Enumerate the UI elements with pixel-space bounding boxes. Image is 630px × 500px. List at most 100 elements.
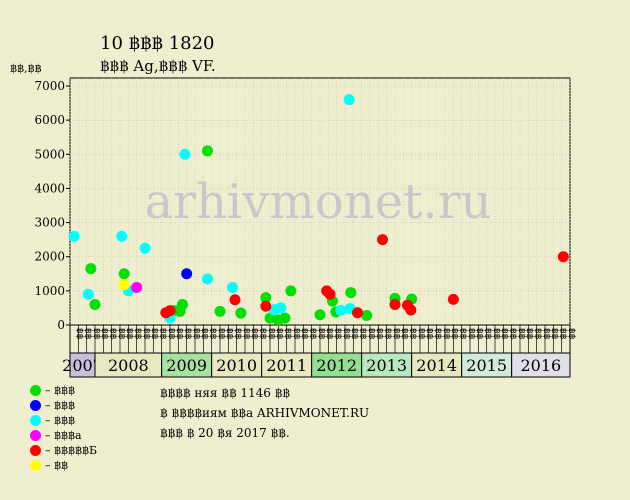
legend-swatch bbox=[30, 415, 41, 426]
month-label: ฿฿ bbox=[508, 328, 518, 340]
legend-item: – ฿฿฿฿฿Б bbox=[30, 443, 97, 458]
note-line: ฿ ฿฿฿฿иям ฿฿а ARHIVMONET.RU bbox=[160, 406, 370, 420]
data-point bbox=[202, 273, 213, 285]
data-point bbox=[174, 305, 186, 317]
legend-label: – ฿฿฿ bbox=[45, 399, 75, 412]
data-point bbox=[260, 292, 272, 304]
year-label: 2012 bbox=[316, 356, 357, 375]
data-point bbox=[361, 309, 373, 321]
month-label: ฿฿ bbox=[108, 328, 118, 340]
month-label: ฿฿ bbox=[283, 328, 293, 340]
y-tick-label: 0 bbox=[57, 318, 65, 332]
month-label: ฿฿ bbox=[83, 328, 93, 340]
year-label: 2010 bbox=[216, 356, 257, 375]
legend-label: – ฿฿฿ bbox=[45, 414, 75, 427]
grid bbox=[69, 78, 571, 326]
month-label: ฿฿ bbox=[233, 328, 243, 340]
data-point bbox=[235, 307, 247, 319]
month-label: ฿฿ bbox=[258, 328, 268, 340]
legend-item: – ฿฿ bbox=[30, 458, 97, 473]
month-label: ฿฿ bbox=[449, 328, 459, 340]
month-label: ฿฿ bbox=[349, 328, 359, 340]
month-label: ฿฿ bbox=[333, 328, 343, 340]
y-tick-label: 2000 bbox=[34, 250, 65, 264]
month-label: ฿฿ bbox=[74, 328, 84, 340]
year-label: 2013 bbox=[366, 356, 407, 375]
month-label: ฿฿ bbox=[441, 328, 451, 340]
year-cell bbox=[94, 352, 163, 378]
legend: – ฿฿฿ – ฿฿฿ – ฿฿฿ – ฿฿฿а – ฿฿฿฿฿Б – ฿฿ bbox=[30, 383, 97, 473]
month-axis: ฿฿฿฿฿฿฿฿฿฿฿฿฿฿฿฿฿฿฿฿฿฿฿฿฿฿฿฿฿฿฿฿฿฿฿฿฿฿฿฿… bbox=[69, 324, 576, 354]
data-point bbox=[279, 312, 291, 324]
y-tick-label: 5000 bbox=[34, 147, 65, 161]
legend-swatch bbox=[30, 400, 41, 411]
data-point bbox=[275, 302, 287, 314]
data-point bbox=[335, 304, 347, 316]
year-cell bbox=[261, 352, 313, 378]
month-label: ฿฿ bbox=[516, 328, 526, 340]
month-label: ฿฿ bbox=[208, 328, 218, 340]
month-label: ฿฿ bbox=[541, 328, 551, 340]
month-label: ฿฿ bbox=[116, 328, 126, 340]
data-point bbox=[68, 230, 80, 242]
month-label: ฿฿ bbox=[391, 328, 401, 340]
chart-title: 10 ฿฿฿ 1820 bbox=[100, 33, 215, 54]
month-label: ฿฿ bbox=[124, 328, 134, 340]
month-label: ฿฿ bbox=[274, 328, 284, 340]
month-label: ฿฿ bbox=[399, 328, 409, 340]
year-cell bbox=[69, 352, 96, 378]
month-label: ฿฿ bbox=[291, 328, 301, 340]
month-label: ฿฿ bbox=[191, 328, 201, 340]
month-label: ฿฿ bbox=[366, 328, 376, 340]
month-label: ฿฿ bbox=[374, 328, 384, 340]
data-point bbox=[285, 285, 297, 297]
data-point bbox=[229, 294, 241, 306]
legend-swatch bbox=[30, 430, 41, 441]
data-points bbox=[68, 94, 569, 326]
month-label: ฿฿ bbox=[458, 328, 468, 340]
month-label: ฿฿ bbox=[566, 328, 576, 340]
month-label: ฿฿ bbox=[149, 328, 159, 340]
data-point bbox=[447, 293, 459, 305]
month-label: ฿฿ bbox=[474, 328, 484, 340]
year-label: 2009 bbox=[166, 356, 207, 375]
legend-item: – ฿฿฿ bbox=[30, 383, 97, 398]
legend-label: – ฿฿ bbox=[45, 459, 68, 472]
legend-label: – ฿฿฿ bbox=[45, 384, 75, 397]
month-label: ฿฿ bbox=[424, 328, 434, 340]
legend-item: – ฿฿฿ bbox=[30, 413, 97, 428]
month-label: ฿฿ bbox=[224, 328, 234, 340]
month-label: ฿฿ bbox=[99, 328, 109, 340]
data-point bbox=[164, 305, 176, 317]
legend-swatch bbox=[30, 445, 41, 456]
month-label: ฿฿ bbox=[358, 328, 368, 340]
month-label: ฿฿ bbox=[483, 328, 493, 340]
month-label: ฿฿ bbox=[341, 328, 351, 340]
data-point bbox=[324, 288, 336, 300]
month-label: ฿฿ bbox=[199, 328, 209, 340]
month-label: ฿฿ bbox=[499, 328, 509, 340]
year-label: 2008 bbox=[108, 356, 149, 375]
data-point bbox=[214, 305, 226, 317]
month-label: ฿฿ bbox=[216, 328, 226, 340]
month-label: ฿฿ bbox=[241, 328, 251, 340]
month-label: ฿฿ bbox=[141, 328, 151, 340]
month-label: ฿฿ bbox=[91, 328, 101, 340]
data-point bbox=[260, 300, 272, 312]
legend-swatch bbox=[30, 385, 41, 396]
data-point bbox=[82, 288, 94, 300]
month-label: ฿฿ bbox=[316, 328, 326, 340]
data-point bbox=[389, 299, 401, 311]
data-point bbox=[264, 312, 276, 324]
legend-label: – ฿฿฿а bbox=[45, 429, 82, 442]
year-label: 2007 bbox=[62, 356, 103, 375]
data-point bbox=[343, 94, 355, 106]
data-point bbox=[227, 281, 238, 293]
watermark: arhivmonet.ru bbox=[144, 174, 491, 230]
data-point bbox=[89, 299, 101, 311]
data-point bbox=[118, 268, 130, 280]
y-axis: 0 1000 2000 3000 4000 5000 6000 7000 bbox=[34, 79, 70, 332]
y-tick-label: 7000 bbox=[34, 79, 65, 93]
data-point bbox=[345, 287, 357, 299]
year-cell bbox=[211, 352, 263, 378]
